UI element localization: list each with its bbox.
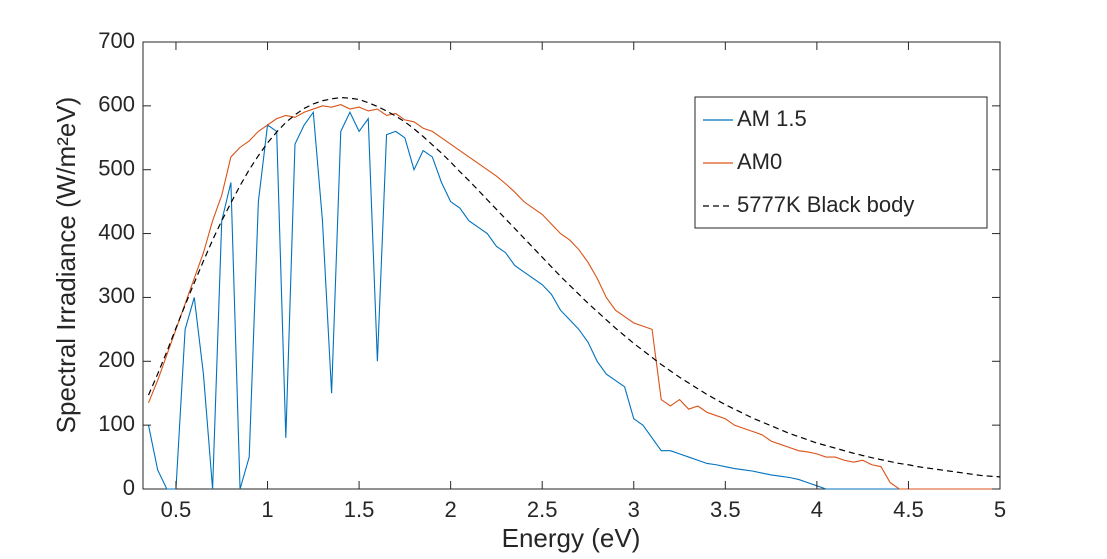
y-tick-label: 500	[98, 156, 135, 181]
x-tick-label: 4	[811, 497, 823, 522]
x-tick-label: 1	[261, 497, 273, 522]
y-tick-label: 400	[98, 219, 135, 244]
y-axis-title: Spectral Irradiance (W/m²eV)	[51, 97, 81, 434]
x-axis-title: Energy (eV)	[502, 523, 641, 553]
series-line	[147, 96, 1001, 478]
legend-label: AM 1.5	[737, 106, 807, 131]
x-tick-label: 3.5	[710, 497, 741, 522]
series-line	[147, 110, 1000, 490]
plot-area	[147, 96, 1001, 490]
y-tick-label: 100	[98, 411, 135, 436]
y-tick-label: 0	[123, 475, 135, 500]
x-tick-label: 5	[994, 497, 1006, 522]
legend-label: AM0	[737, 149, 782, 174]
y-tick-label: 700	[98, 28, 135, 53]
x-tick-label: 4.5	[893, 497, 924, 522]
x-tick-label: 1.5	[344, 497, 375, 522]
x-tick-label: 2	[445, 497, 457, 522]
y-tick-label: 200	[98, 347, 135, 372]
x-tick-label: 3	[628, 497, 640, 522]
legend-label: 5777K Black body	[737, 192, 914, 217]
y-tick-label: 600	[98, 92, 135, 117]
legend-box	[694, 96, 988, 229]
y-tick-label: 300	[98, 283, 135, 308]
x-tick-label: 2.5	[527, 497, 558, 522]
x-tick-label: 0.5	[161, 497, 192, 522]
series-line	[147, 103, 1000, 490]
